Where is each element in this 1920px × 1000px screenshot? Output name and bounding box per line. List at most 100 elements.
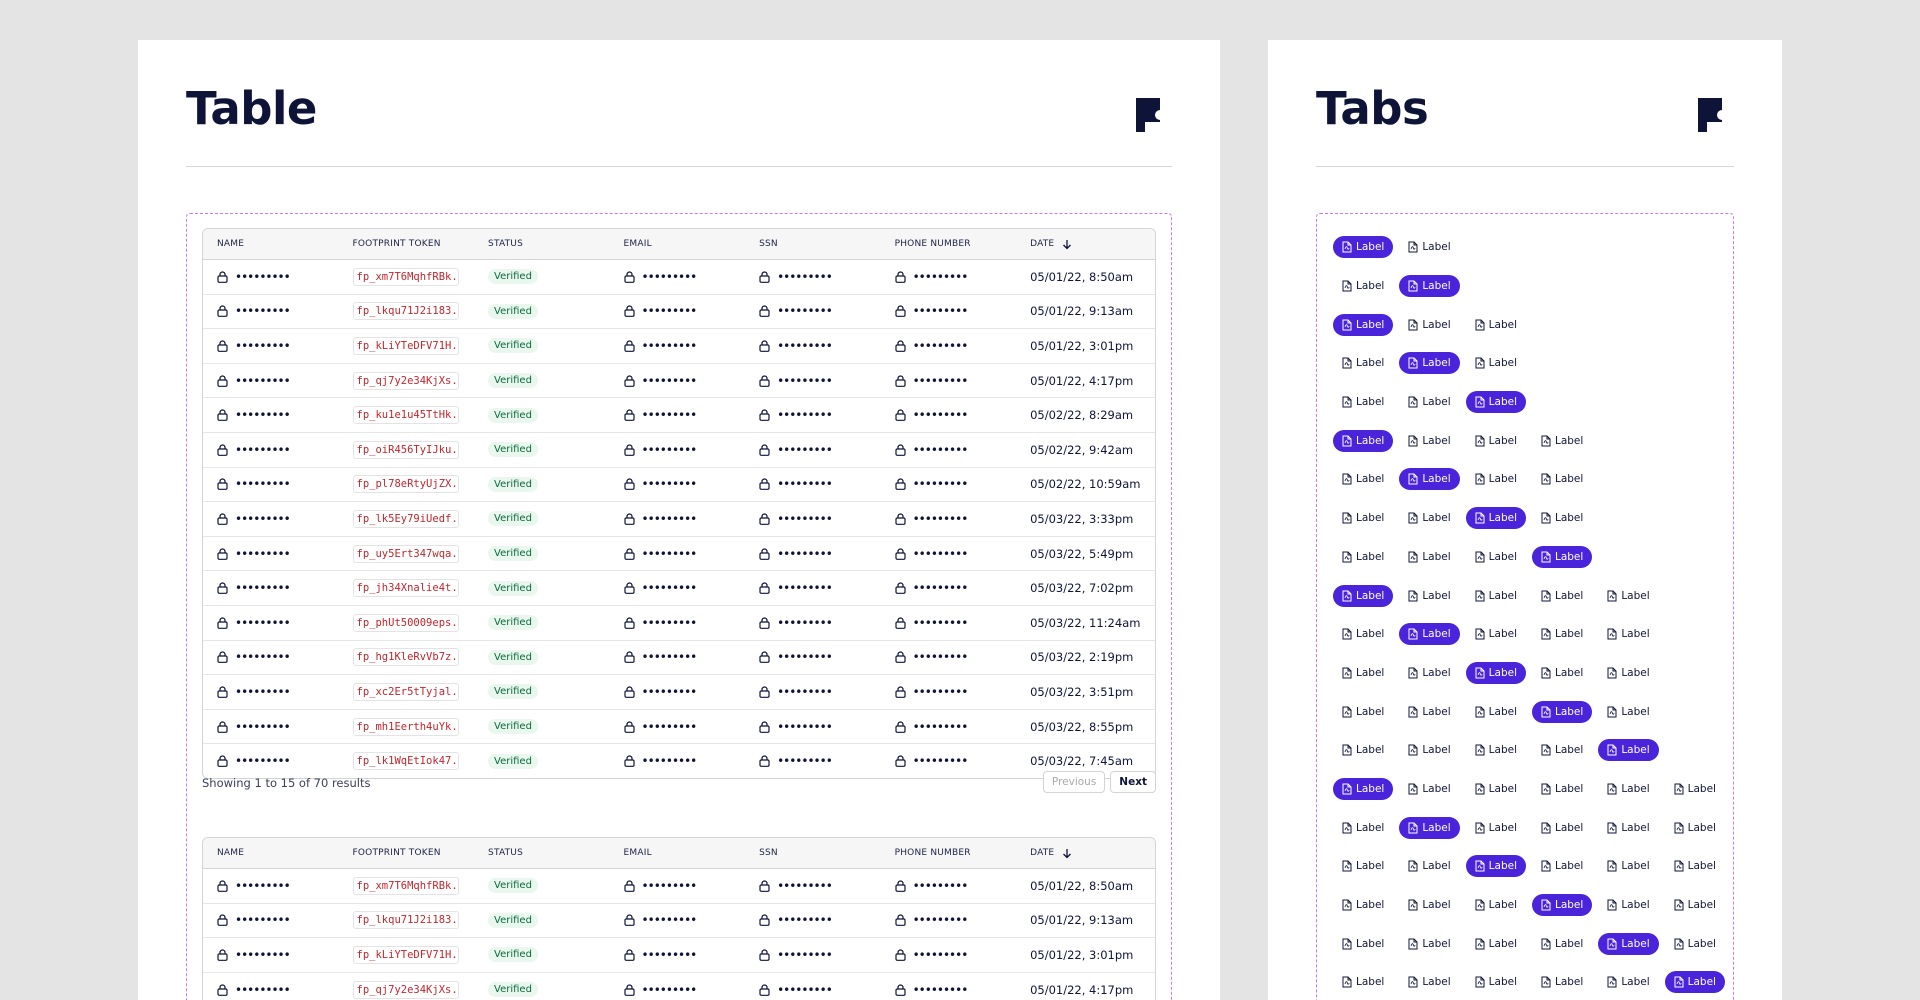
tab[interactable]: Label	[1333, 546, 1393, 568]
tab[interactable]: Label	[1665, 855, 1725, 877]
tab[interactable]: Label	[1399, 507, 1459, 529]
tab[interactable]: Label	[1399, 739, 1459, 761]
tab[interactable]: Label	[1399, 662, 1459, 684]
tab[interactable]: Label	[1399, 430, 1459, 452]
tab[interactable]: Label	[1399, 855, 1459, 877]
tab-active[interactable]: Label	[1465, 661, 1526, 684]
tab[interactable]: Label	[1532, 971, 1592, 993]
tab[interactable]: Label	[1598, 623, 1658, 645]
tab[interactable]: Label	[1466, 468, 1526, 490]
table-row[interactable]: ••••••••• fp_lk1WqEtIok47... Verified •••••…	[203, 744, 1155, 778]
tab[interactable]: Label	[1466, 701, 1526, 723]
tab[interactable]: Label	[1333, 352, 1393, 374]
tab[interactable]: Label	[1333, 623, 1393, 645]
tab[interactable]: Label	[1466, 314, 1526, 336]
tab[interactable]: Label	[1532, 430, 1592, 452]
table-row[interactable]: ••••••••• fp_pl78eRtyUjZX... Verified •••••…	[203, 468, 1155, 503]
tab[interactable]: Label	[1665, 817, 1725, 839]
tab[interactable]: Label	[1466, 933, 1526, 955]
tab[interactable]: Label	[1532, 662, 1592, 684]
table-row[interactable]: ••••••••• fp_ku1e1u45TtHk... Verified •••••…	[203, 398, 1155, 433]
tab[interactable]: Label	[1598, 662, 1658, 684]
tab[interactable]: Label	[1399, 894, 1459, 916]
tab-active[interactable]: Label	[1399, 352, 1460, 375]
table-row[interactable]: ••••••••• fp_kLiYTeDFV71H... Verified •••••…	[203, 329, 1155, 364]
tab[interactable]: Label	[1532, 817, 1592, 839]
tab-active[interactable]: Label	[1598, 932, 1659, 955]
table-row[interactable]: ••••••••• fp_mh1Eerth4uYk... Verified •••••…	[203, 710, 1155, 745]
tab-active[interactable]: Label	[1399, 468, 1460, 491]
tab[interactable]: Label	[1532, 585, 1592, 607]
tab[interactable]: Label	[1333, 933, 1393, 955]
tab[interactable]: Label	[1665, 894, 1725, 916]
tab[interactable]: Label	[1333, 817, 1393, 839]
tab[interactable]: Label	[1399, 971, 1459, 993]
tab[interactable]: Label	[1466, 778, 1526, 800]
tab-active[interactable]: Label	[1399, 623, 1460, 646]
tab[interactable]: Label	[1333, 739, 1393, 761]
table-row[interactable]: ••••••••• fp_oiR456TyIJku... Verified •••••…	[203, 433, 1155, 468]
tab[interactable]: Label	[1333, 275, 1393, 297]
tab[interactable]: Label	[1466, 817, 1526, 839]
table-row[interactable]: ••••••••• fp_lkqu71J2i183... Verified •••••…	[203, 904, 1155, 939]
tab[interactable]: Label	[1466, 546, 1526, 568]
tab[interactable]: Label	[1399, 701, 1459, 723]
tab[interactable]: Label	[1598, 701, 1658, 723]
tab[interactable]: Label	[1598, 855, 1658, 877]
tab[interactable]: Label	[1532, 468, 1592, 490]
tab[interactable]: Label	[1532, 933, 1592, 955]
tab[interactable]: Label	[1333, 391, 1393, 413]
tab[interactable]: Label	[1598, 817, 1658, 839]
tab-active[interactable]: Label	[1333, 584, 1394, 607]
tab-active[interactable]: Label	[1399, 816, 1460, 839]
tab[interactable]: Label	[1333, 662, 1393, 684]
tab[interactable]: Label	[1665, 933, 1725, 955]
table-row[interactable]: ••••••••• fp_jh34Xnalie4t... Verified •••••…	[203, 571, 1155, 606]
sort-descending-icon[interactable]	[1062, 848, 1072, 859]
tab-active[interactable]: Label	[1465, 507, 1526, 530]
tab-active[interactable]: Label	[1465, 855, 1526, 878]
tab[interactable]: Label	[1532, 855, 1592, 877]
tab-active[interactable]: Label	[1333, 313, 1394, 336]
tab[interactable]: Label	[1333, 701, 1393, 723]
table-row[interactable]: ••••••••• fp_lk5Ey79iUedf... Verified •••••…	[203, 502, 1155, 537]
tab[interactable]: Label	[1333, 468, 1393, 490]
table-row[interactable]: ••••••••• fp_xm7T6MqhfRBk... Verified •••••…	[203, 869, 1155, 904]
tab-active[interactable]: Label	[1531, 545, 1593, 568]
tab[interactable]: Label	[1466, 739, 1526, 761]
tab[interactable]: Label	[1598, 585, 1658, 607]
column-header[interactable]: DATE	[1016, 239, 1155, 250]
table-row[interactable]: ••••••••• fp_qj7y2e34KjXs... Verified •••••…	[203, 364, 1155, 399]
next-button[interactable]: Next	[1110, 771, 1156, 793]
tab[interactable]: Label	[1598, 971, 1658, 993]
tab-active[interactable]: Label	[1399, 275, 1460, 298]
tab[interactable]: Label	[1399, 236, 1459, 258]
tab-active[interactable]: Label	[1664, 971, 1725, 994]
tab[interactable]: Label	[1532, 739, 1592, 761]
tab[interactable]: Label	[1532, 778, 1592, 800]
table-row[interactable]: ••••••••• fp_kLiYTeDFV71H... Verified •••••…	[203, 938, 1155, 973]
tab[interactable]: Label	[1466, 430, 1526, 452]
tab-active[interactable]: Label	[1333, 236, 1394, 259]
tab[interactable]: Label	[1466, 894, 1526, 916]
table-row[interactable]: ••••••••• fp_uy5Ert347wqa... Verified •••••…	[203, 537, 1155, 572]
sort-descending-icon[interactable]	[1062, 239, 1072, 250]
tab[interactable]: Label	[1333, 971, 1393, 993]
tab-active[interactable]: Label	[1531, 894, 1593, 917]
column-header[interactable]: DATE	[1016, 848, 1155, 859]
table-row[interactable]: ••••••••• fp_hg1KleRvVb7z... Verified •••••…	[203, 641, 1155, 676]
tab[interactable]: Label	[1399, 933, 1459, 955]
previous-button[interactable]: Previous	[1042, 771, 1106, 793]
tab[interactable]: Label	[1598, 894, 1658, 916]
tab[interactable]: Label	[1466, 971, 1526, 993]
tab[interactable]: Label	[1399, 778, 1459, 800]
table-row[interactable]: ••••••••• fp_xc2Er5tTyjal... Verified •••••…	[203, 675, 1155, 710]
tab[interactable]: Label	[1399, 314, 1459, 336]
tab[interactable]: Label	[1333, 855, 1393, 877]
tab[interactable]: Label	[1466, 585, 1526, 607]
tab[interactable]: Label	[1466, 623, 1526, 645]
tab[interactable]: Label	[1532, 623, 1592, 645]
tab-active[interactable]: Label	[1333, 777, 1394, 800]
tab[interactable]: Label	[1333, 507, 1393, 529]
table-row[interactable]: ••••••••• fp_xm7T6MqhfRBk... Verified •••••…	[203, 260, 1155, 295]
